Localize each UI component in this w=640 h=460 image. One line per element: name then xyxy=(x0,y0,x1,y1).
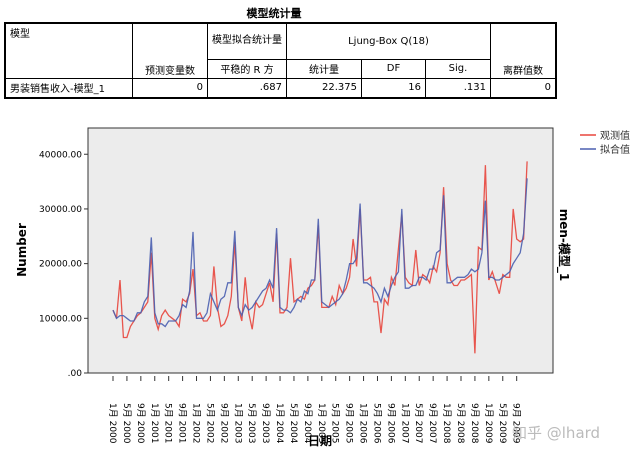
cell-statistic: 22.375 xyxy=(286,77,362,98)
y-tick-label: .00 xyxy=(68,369,83,379)
x-tick-label: 9月 2005 xyxy=(344,403,355,444)
x-axis: 1月 2000 5月 2000 9月 2000 1月 2001 5月 2001 9月 20… xyxy=(107,376,522,444)
x-tick-label: 9月 2000 xyxy=(135,403,146,444)
x-tick-label: 5月 2008 xyxy=(455,403,466,444)
x-tick-label: 9月 2008 xyxy=(469,403,480,444)
x-tick-label: 9月 2003 xyxy=(260,403,271,444)
x-tick-label: 1月 2005 xyxy=(316,403,327,444)
x-tick-label: 1月 2007 xyxy=(399,403,410,444)
header-sig: Sig. xyxy=(425,58,491,79)
x-tick-label: 5月 2002 xyxy=(204,403,215,444)
x-tick-label: 1月 2008 xyxy=(441,403,452,444)
legend-label-observed: 观测值 xyxy=(600,129,630,142)
x-tick-label: 5月 2005 xyxy=(330,403,341,444)
table-row: 男装销售收入-模型_1 0 .687 22.375 16 .131 0 xyxy=(4,77,557,98)
x-tick-label: 5月 2003 xyxy=(246,403,257,444)
x-tick-label: 9月 2004 xyxy=(302,403,313,444)
y-tick-label: 30000.00 xyxy=(39,205,82,215)
series-line-fitted xyxy=(112,178,528,328)
x-tick-label: 9月 2001 xyxy=(177,403,188,444)
x-tick-label: 9月 2007 xyxy=(427,403,438,444)
x-tick-label: 1月 2009 xyxy=(483,403,494,444)
series-lines xyxy=(112,161,528,354)
x-tick-label: 1月 2001 xyxy=(149,403,160,444)
x-tick-label: 9月 2006 xyxy=(385,403,396,444)
x-tick-label: 5月 2006 xyxy=(371,403,382,444)
cell-model: 男装销售收入-模型_1 xyxy=(4,77,133,98)
header-outliers: 离群值数 xyxy=(490,22,557,79)
x-tick-label: 5月 2000 xyxy=(121,403,132,444)
x-tick-label: 5月 2004 xyxy=(288,403,299,444)
x-tick-label: 1月 2006 xyxy=(358,403,369,444)
x-tick-label: 1月 2003 xyxy=(232,403,243,444)
x-tick-label: 5月 2007 xyxy=(413,403,424,444)
y-axis-title: Number xyxy=(15,223,29,277)
model-statistics-table: 模型 预测变量数 模型拟合统计量 Ljung-Box Q(18) 离群值数 平稳… xyxy=(4,22,557,99)
legend-label-fitted: 拟合值 xyxy=(600,143,630,156)
cell-sig: .131 xyxy=(425,77,491,98)
table-title: 模型统计量 xyxy=(246,7,302,20)
y-tick-label: 10000.00 xyxy=(39,314,82,324)
x-tick-label: 9月 2009 xyxy=(511,403,522,444)
y-tick-label: 40000.00 xyxy=(39,150,82,160)
y-axis: .00 10000.00 20000.00 30000.00 40000.00 xyxy=(39,150,88,379)
x-tick-label: 5月 2009 xyxy=(497,403,508,444)
x-tick-label: 1月 2002 xyxy=(191,403,202,444)
x-tick-label: 1月 2004 xyxy=(274,403,285,444)
header-ljung-box: Ljung-Box Q(18) xyxy=(286,22,491,60)
y-tick-label: 20000.00 xyxy=(39,260,82,270)
watermark: 知乎 @lhard xyxy=(512,424,600,442)
header-predictors: 预测变量数 xyxy=(132,22,208,79)
header-model: 模型 xyxy=(4,22,133,79)
right-title: men-模型_1 xyxy=(556,209,572,282)
legend: 观测值 拟合值 xyxy=(580,129,630,156)
x-tick-label: 9月 2002 xyxy=(218,403,229,444)
header-fit-group: 模型拟合统计量 xyxy=(207,22,287,60)
x-tick-label: 1月 2000 xyxy=(107,403,118,444)
cell-outliers: 0 xyxy=(490,77,557,98)
x-axis-title: 日期 xyxy=(308,433,332,448)
plot-area xyxy=(87,127,554,374)
x-tick-label: 5月 2001 xyxy=(163,403,174,444)
